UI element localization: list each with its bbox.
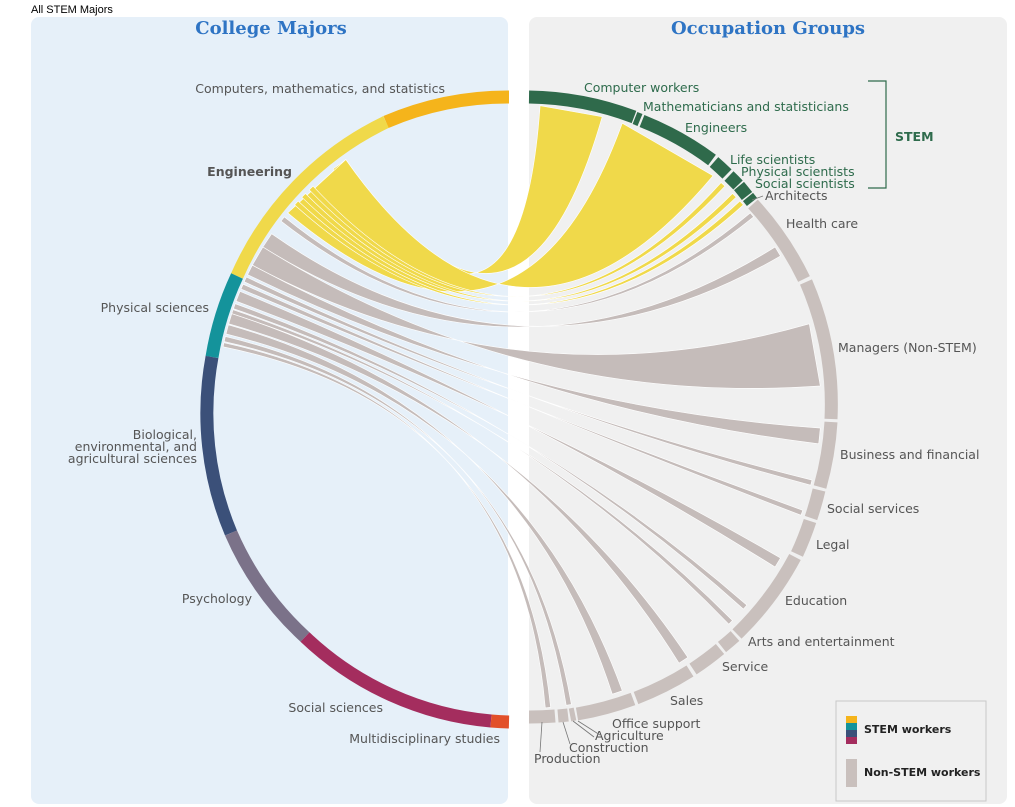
arc-social-services[interactable]: [804, 488, 826, 521]
arc-arts-entertainment[interactable]: [717, 631, 740, 653]
label-engineers: Engineers: [685, 120, 747, 135]
legend-non-stem-swatch: [846, 759, 857, 787]
arc-agriculture[interactable]: [568, 707, 577, 722]
label-health-care: Health care: [786, 216, 858, 231]
label-sales: Sales: [670, 693, 703, 708]
arc-social-sciences[interactable]: [300, 632, 492, 728]
arc-life-scientists[interactable]: [709, 157, 732, 179]
leader-lines: [539, 195, 764, 753]
flow-engineering-physical-scientists: [301, 193, 737, 302]
arc-managers[interactable]: [800, 279, 838, 420]
label-life-scientists: Life scientists: [730, 152, 815, 167]
legend-box: [835, 700, 987, 802]
label-biological-line1: Biological,: [133, 427, 197, 442]
arc-engineering[interactable]: [231, 116, 389, 279]
arc-multidisciplinary[interactable]: [490, 714, 510, 729]
label-psychology: Psychology: [182, 591, 253, 606]
label-mathematicians: Mathematicians and statisticians: [643, 99, 849, 114]
flow-engineering-managers: [251, 246, 821, 389]
label-education: Education: [785, 593, 847, 608]
label-physical-sciences: Physical sciences: [101, 300, 209, 315]
label-managers: Managers (Non-STEM): [838, 340, 977, 355]
legend-stem-swatch-4: [846, 737, 857, 744]
label-computers-math-stats: Computers, mathematics, and statistics: [195, 81, 445, 96]
arc-sales[interactable]: [633, 665, 694, 705]
legend-stem-label: STEM workers: [864, 723, 952, 736]
majors-header: College Majors: [195, 18, 347, 39]
label-biological-line2: environmental, and: [75, 439, 197, 454]
flow-engineering-production: [222, 342, 551, 709]
arc-biological-sciences[interactable]: [200, 355, 237, 536]
arc-mathematicians[interactable]: [632, 111, 643, 127]
label-production: Production: [534, 751, 601, 766]
legend-stem-swatch-1: [846, 716, 857, 723]
arc-health-care[interactable]: [748, 199, 810, 282]
label-social-sciences: Social sciences: [288, 700, 383, 715]
occupations-panel: [529, 17, 1007, 804]
arc-physical-sciences[interactable]: [205, 273, 243, 359]
legend-stem-swatch-2: [846, 723, 857, 730]
label-physical-scientists: Physical scientists: [741, 164, 855, 179]
occupations-header: Occupation Groups: [671, 18, 865, 39]
label-biological-line3: agricultural sciences: [68, 451, 197, 466]
arc-computer-workers[interactable]: [528, 90, 637, 124]
flow-engineering-life-scientists: [308, 182, 726, 297]
label-engineering: Engineering: [207, 164, 292, 179]
flow-engineering-social-scientists: [294, 200, 744, 306]
label-service: Service: [722, 659, 769, 674]
arc-service[interactable]: [689, 643, 725, 675]
label-social-scientists: Social scientists: [755, 176, 855, 191]
label-social-services: Social services: [827, 501, 919, 516]
label-business-financial: Business and financial: [840, 447, 979, 462]
legend-non-stem-label: Non-STEM workers: [864, 766, 981, 779]
major-arcs: [200, 90, 510, 729]
arc-production[interactable]: [528, 709, 556, 724]
view-title: All STEM Majors: [31, 4, 113, 16]
flow-engineering-office-support: [225, 324, 623, 695]
label-arts-entertainment: Arts and entertainment: [748, 634, 895, 649]
flow-engineering-legal: [240, 283, 804, 516]
flow-engineering-health-care: [262, 233, 781, 328]
label-agriculture: Agriculture: [595, 728, 664, 743]
stem-bracket-label: STEM: [895, 129, 934, 144]
label-office-support: Office support: [612, 716, 701, 731]
arc-architects[interactable]: [742, 192, 758, 207]
arc-education[interactable]: [732, 553, 801, 639]
flow-engineering-arts-entertainment: [233, 303, 748, 610]
arc-business-financial[interactable]: [813, 421, 838, 489]
flow-ribbons: [222, 105, 821, 709]
arc-physical-scientists[interactable]: [724, 171, 743, 190]
arc-construction[interactable]: [557, 708, 569, 723]
arc-computers-math-stats[interactable]: [383, 90, 510, 128]
flow-engineering-social-services: [243, 276, 813, 486]
flow-engineering-service: [231, 309, 733, 625]
legend: STEM workers Non-STEM workers: [835, 700, 987, 802]
legend-stem-swatch-3: [846, 730, 857, 737]
flow-engineering-business-financial: [247, 264, 821, 445]
label-computer-workers: Computer workers: [584, 80, 699, 95]
flow-engineering-education: [235, 291, 781, 568]
occupation-arcs: [528, 90, 838, 724]
arc-engineers[interactable]: [639, 114, 716, 166]
label-multidisciplinary: Multidisciplinary studies: [349, 731, 500, 746]
arc-office-support[interactable]: [575, 692, 636, 721]
flow-engineering-construction: [223, 336, 572, 706]
label-construction: Construction: [569, 740, 649, 755]
label-architects: Architects: [765, 188, 828, 203]
majors-panel: [31, 17, 508, 804]
arc-legal[interactable]: [791, 518, 817, 557]
flow-engineering-architects: [280, 212, 755, 313]
label-legal: Legal: [816, 537, 850, 552]
arc-psychology[interactable]: [225, 530, 310, 642]
flow-engineering-sales: [228, 313, 689, 664]
arc-social-scientists[interactable]: [733, 181, 753, 200]
stem-bracket: [868, 80, 887, 189]
